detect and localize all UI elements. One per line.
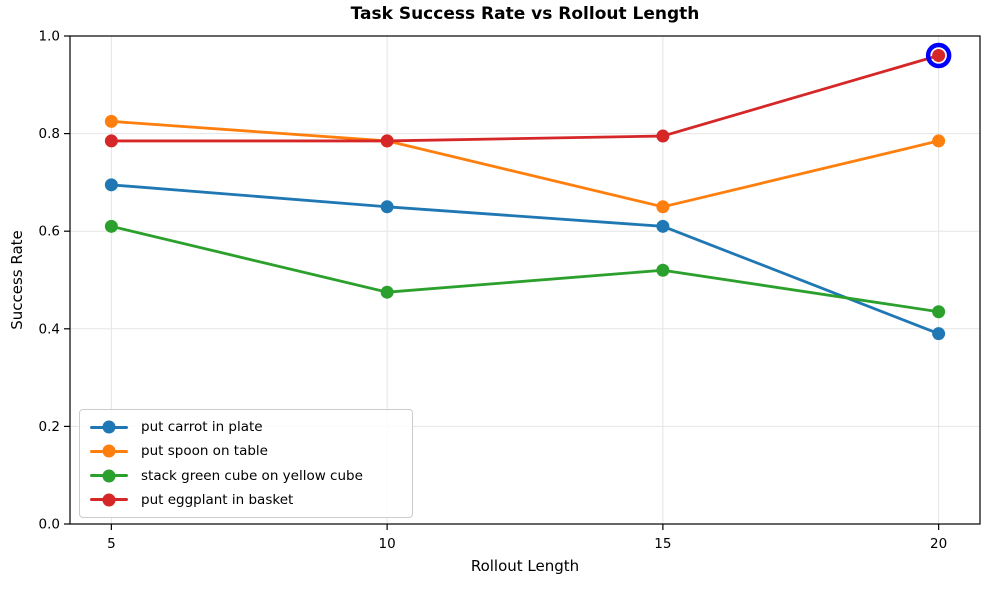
series-line-3	[109, 54, 941, 143]
x-axis-label: Rollout Length	[470, 557, 580, 575]
data-point	[932, 134, 946, 148]
legend-marker-dot	[102, 493, 116, 507]
legend-marker-dot	[102, 420, 116, 434]
y-tick-label: 0.2	[39, 419, 60, 435]
chart-title: Task Success Rate vs Rollout Length	[350, 4, 700, 24]
y-tick-label: 0.0	[39, 517, 60, 533]
y-axis-label: Success Rate	[8, 230, 26, 330]
data-point	[104, 219, 118, 233]
data-point	[656, 263, 670, 277]
series-line-2	[109, 224, 941, 314]
data-point	[932, 327, 946, 341]
data-point	[380, 285, 394, 299]
plot-border	[69, 35, 981, 525]
data-point	[656, 219, 670, 233]
legend-item: put carrot in plate	[90, 415, 402, 439]
y-tick-label: 0.6	[39, 224, 60, 240]
x-tick-label: 20	[930, 536, 947, 552]
legend-item: stack green cube on yellow cube	[90, 464, 402, 488]
legend-marker-dot	[102, 469, 116, 483]
data-point	[656, 200, 670, 214]
legend-line-swatch	[90, 493, 128, 507]
data-point	[656, 129, 670, 143]
data-point	[104, 134, 118, 148]
data-point	[932, 49, 946, 63]
legend-label: stack green cube on yellow cube	[141, 467, 363, 484]
legend-item: put spoon on table	[90, 439, 402, 463]
y-tick-label: 1.0	[39, 29, 60, 45]
legend-item: put eggplant in basket	[90, 488, 402, 512]
y-tick-label: 0.8	[39, 126, 60, 142]
data-point	[380, 200, 394, 214]
legend-line-swatch	[90, 469, 128, 483]
legend-label: put eggplant in basket	[141, 491, 294, 508]
data-point	[380, 134, 394, 148]
data-point	[104, 114, 118, 128]
x-tick-label: 5	[107, 536, 116, 552]
y-tick-label: 0.4	[39, 321, 60, 337]
legend: put carrot in plate put spoon on table sta…	[79, 409, 413, 518]
data-point	[932, 305, 946, 319]
legend-label: put carrot in plate	[141, 419, 263, 436]
data-point	[104, 178, 118, 192]
series-line-0	[109, 183, 941, 336]
legend-line-swatch	[90, 420, 128, 434]
series-line-1	[109, 120, 941, 209]
x-tick-label: 10	[379, 536, 396, 552]
legend-line-swatch	[90, 444, 128, 458]
legend-marker-dot	[102, 444, 116, 458]
highlight-ring-icon	[925, 42, 952, 69]
legend-label: put spoon on table	[141, 443, 268, 460]
x-tick-label: 15	[654, 536, 671, 552]
